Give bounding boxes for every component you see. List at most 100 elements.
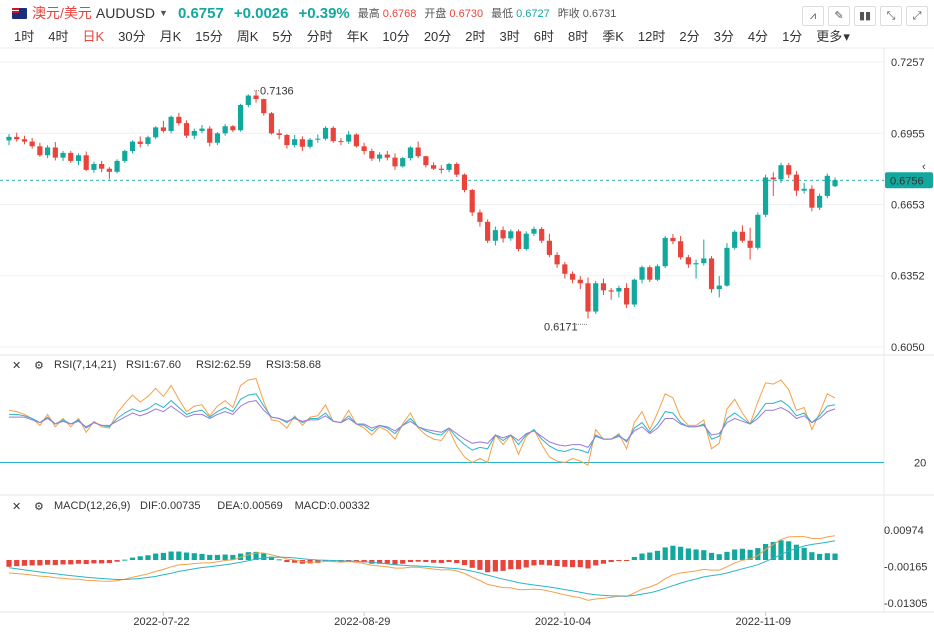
candle-body xyxy=(770,177,776,180)
candle-body xyxy=(60,152,66,158)
candle-body xyxy=(631,279,637,305)
tab-period-4[interactable]: 月K xyxy=(159,29,182,44)
candle-body xyxy=(624,287,630,305)
draw-pen-icon[interactable]: ✎ xyxy=(828,6,850,26)
tab-period-14[interactable]: 6时 xyxy=(533,29,554,44)
candle-body xyxy=(438,168,444,170)
macd-histogram-bar xyxy=(593,560,599,566)
candle-body xyxy=(330,127,336,142)
macd-histogram-bar xyxy=(685,548,691,560)
macd-histogram-bar xyxy=(678,546,684,560)
tab-period-7[interactable]: 5分 xyxy=(272,29,293,44)
macd-histogram-bar xyxy=(485,560,491,573)
line-style-icon[interactable]: ⩘ xyxy=(802,6,824,26)
macd-histogram-bar xyxy=(245,552,251,560)
macd-histogram-bar xyxy=(770,541,776,560)
candle-body xyxy=(593,283,599,312)
tab-period-17[interactable]: 12时 xyxy=(637,29,666,44)
stat-prev-close: 昨收 0.6731 xyxy=(557,8,617,20)
candle-body xyxy=(253,95,259,100)
candle-body xyxy=(238,104,244,131)
macd-histogram-bar xyxy=(253,551,259,560)
macd-histogram-bar xyxy=(268,556,275,560)
tab-period-13[interactable]: 3时 xyxy=(499,29,520,44)
candle-body xyxy=(739,231,745,241)
symbol[interactable]: AUDUSD xyxy=(95,5,156,21)
candle-type-icon[interactable]: ▮▮ xyxy=(854,6,876,26)
candle-body xyxy=(562,264,568,274)
macd-histogram-bar xyxy=(183,552,190,560)
collapse-icon[interactable]: ⤡ xyxy=(880,6,902,26)
macd-dea-line xyxy=(8,540,836,597)
tab-period-18[interactable]: 2分 xyxy=(679,29,700,44)
macd-histogram-bar xyxy=(724,551,730,560)
chevron-down-icon[interactable]: ▼ xyxy=(159,8,168,18)
macd-histogram-bar xyxy=(191,553,197,560)
candle-body xyxy=(708,258,715,290)
candle-body xyxy=(786,165,792,175)
macd-histogram-bar xyxy=(415,560,421,562)
tab-period-15[interactable]: 8时 xyxy=(567,29,589,44)
candle-body xyxy=(276,133,282,135)
scroll-left-icon: ‹ xyxy=(922,161,926,173)
candle-body xyxy=(21,139,28,142)
macd-histogram-bar xyxy=(129,557,136,560)
candle-body xyxy=(284,134,290,146)
price-change: +0.0026 xyxy=(233,4,289,22)
candle-body xyxy=(693,263,699,265)
macd-histogram-bar xyxy=(6,560,12,567)
tab-period-21[interactable]: 1分 xyxy=(782,29,803,44)
macd-histogram-bar xyxy=(747,549,753,560)
candle-body xyxy=(755,214,761,248)
tab-period-5[interactable]: 15分 xyxy=(195,29,223,44)
tab-period-10[interactable]: 10分 xyxy=(382,29,410,44)
macd-histogram-bar xyxy=(145,555,151,560)
candle-body xyxy=(199,128,205,131)
rsi-title: RSI(7,14,21) xyxy=(54,359,116,371)
rsi-line-rsi2 xyxy=(9,393,836,454)
fullscreen-icon[interactable]: ⤢ xyxy=(906,6,928,26)
macd-histogram-bar xyxy=(793,544,800,560)
macd-histogram-bar xyxy=(176,551,182,560)
macd-dif-line xyxy=(8,535,836,601)
tab-period-20[interactable]: 4分 xyxy=(747,29,769,44)
tab-period-9[interactable]: 年K xyxy=(346,29,369,44)
tab-period-12[interactable]: 2时 xyxy=(465,29,486,44)
macd-histogram-bar xyxy=(446,560,452,563)
candle-body xyxy=(678,241,684,258)
macd-histogram-bar xyxy=(778,540,784,560)
tab-period-6[interactable]: 周K xyxy=(236,29,259,44)
candle-body xyxy=(160,127,166,131)
macd-histogram-bar xyxy=(508,560,514,570)
tab-period-3[interactable]: 30分 xyxy=(118,29,146,44)
macd-histogram-bar xyxy=(562,560,568,567)
more-chevron-icon[interactable]: ▾ xyxy=(843,29,850,44)
candle-body xyxy=(801,188,807,191)
macd-histogram-bar xyxy=(554,560,560,567)
rsi-legend-0: RSI1:67.60 xyxy=(126,359,181,371)
candle-body xyxy=(539,228,545,241)
pair-name[interactable]: 澳元/美元 xyxy=(32,5,92,21)
candle-body xyxy=(809,188,815,208)
candle-body xyxy=(153,127,159,138)
tab-period-16[interactable]: 季K xyxy=(602,29,624,44)
tab-period-0[interactable]: 1时 xyxy=(14,29,35,44)
macd-histogram-bar xyxy=(469,560,475,568)
tab-period-19[interactable]: 3分 xyxy=(713,29,734,44)
tab-period-2[interactable]: 日K xyxy=(82,29,105,44)
price-tick-label: 0.7257 xyxy=(891,57,925,69)
candle-body xyxy=(485,221,491,241)
macd-histogram-bar xyxy=(431,560,437,563)
candle-body xyxy=(45,147,51,156)
tab-period-8[interactable]: 分时 xyxy=(306,29,333,44)
macd-histogram-bar xyxy=(492,560,498,572)
candle-body xyxy=(762,177,769,215)
macd-histogram-bar xyxy=(546,560,552,566)
tab-period-1[interactable]: 4时 xyxy=(48,29,69,44)
candle-body xyxy=(292,139,298,146)
candle-body xyxy=(222,126,228,134)
macd-histogram-bar xyxy=(654,550,661,560)
tab-period-22[interactable]: 更多 xyxy=(816,29,843,44)
candle-body xyxy=(230,126,236,131)
tab-period-11[interactable]: 20分 xyxy=(423,29,452,44)
